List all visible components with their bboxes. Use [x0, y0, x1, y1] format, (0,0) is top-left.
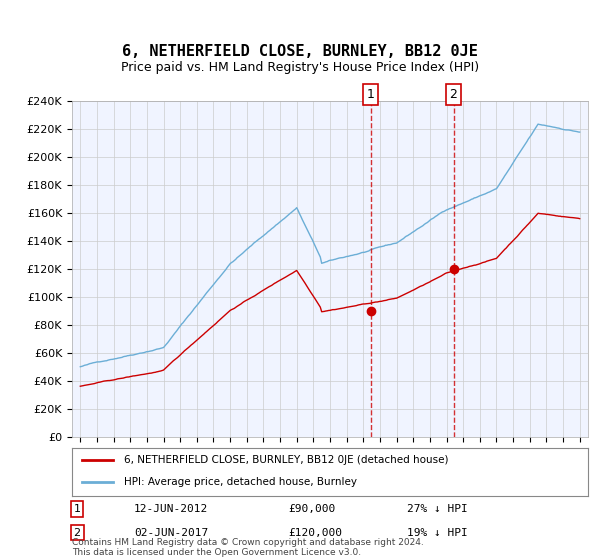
Text: 2: 2	[74, 528, 81, 538]
Text: 2: 2	[449, 88, 457, 101]
Text: £120,000: £120,000	[289, 528, 343, 538]
Text: 6, NETHERFIELD CLOSE, BURNLEY, BB12 0JE (detached house): 6, NETHERFIELD CLOSE, BURNLEY, BB12 0JE …	[124, 455, 448, 465]
Text: 1: 1	[367, 88, 374, 101]
Text: 6, NETHERFIELD CLOSE, BURNLEY, BB12 0JE: 6, NETHERFIELD CLOSE, BURNLEY, BB12 0JE	[122, 44, 478, 59]
Text: Contains HM Land Registry data © Crown copyright and database right 2024.
This d: Contains HM Land Registry data © Crown c…	[72, 538, 424, 557]
Text: HPI: Average price, detached house, Burnley: HPI: Average price, detached house, Burn…	[124, 477, 356, 487]
Text: £90,000: £90,000	[289, 504, 336, 514]
Text: 27% ↓ HPI: 27% ↓ HPI	[407, 504, 468, 514]
Text: Price paid vs. HM Land Registry's House Price Index (HPI): Price paid vs. HM Land Registry's House …	[121, 61, 479, 74]
Text: 19% ↓ HPI: 19% ↓ HPI	[407, 528, 468, 538]
Text: 12-JUN-2012: 12-JUN-2012	[134, 504, 208, 514]
Text: 02-JUN-2017: 02-JUN-2017	[134, 528, 208, 538]
Text: 1: 1	[74, 504, 80, 514]
